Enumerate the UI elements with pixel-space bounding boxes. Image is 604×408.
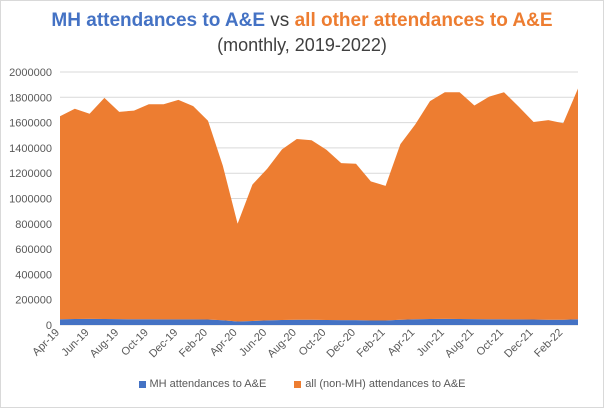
x-tick-label: Oct-19 (119, 327, 151, 359)
y-tick-label: 600000 (15, 244, 52, 256)
chart-title: MH attendances to A&E vs all other atten… (0, 9, 604, 33)
x-tick-label: Jun-20 (237, 327, 269, 359)
y-tick-label: 1400000 (9, 143, 52, 155)
chart-subtitle: (monthly, 2019-2022) (217, 35, 387, 55)
x-tick-label: Apr-20 (208, 327, 240, 359)
y-tick-label: 400000 (15, 269, 52, 281)
y-tick-label: 200000 (15, 295, 52, 307)
x-tick-label: Oct-21 (474, 327, 506, 359)
x-tick-label: Aug-20 (265, 327, 299, 361)
legend-item: all (non-MH) attendances to A&E (294, 378, 466, 390)
mh-attendances-area (60, 318, 578, 325)
x-tick-label: Feb-21 (355, 327, 388, 360)
legend-swatch (138, 380, 146, 388)
title-other-part: all other attendances to A&E (294, 10, 553, 31)
legend-item: MH attendances to A&E (138, 378, 267, 390)
y-tick-label: 1000000 (9, 194, 52, 206)
y-tick-label: 1600000 (9, 118, 52, 130)
title-vs-part: vs (265, 10, 295, 31)
x-tick-label: Dec-21 (502, 327, 536, 361)
x-tick-label: Feb-20 (177, 327, 210, 360)
x-tick-label: Oct-20 (297, 327, 329, 359)
area-series (60, 88, 578, 325)
y-tick-label: 1800000 (9, 92, 52, 104)
x-tick-label: Feb-22 (532, 327, 565, 360)
x-tick-label: Dec-20 (325, 327, 359, 361)
legend-label: MH attendances to A&E (149, 378, 267, 390)
y-tick-label: 800000 (15, 219, 52, 231)
legend: MH attendances to A&E all (non-MH) attend… (0, 378, 604, 391)
x-tick-label: Apr-21 (385, 327, 417, 359)
y-tick-label: 2000000 (9, 67, 52, 79)
x-tick-label: Jun-21 (415, 327, 447, 359)
y-tick-label: 0 (46, 320, 52, 332)
y-tick-label: 1200000 (9, 168, 52, 180)
other-attendances-area (60, 88, 578, 322)
x-tick-label: Aug-21 (443, 327, 477, 361)
legend-swatch (294, 380, 302, 388)
x-axis-ticks: Apr-19Jun-19Aug-19Oct-19Dec-19Feb-20Apr-… (30, 327, 565, 361)
legend-label: all (non-MH) attendances to A&E (305, 378, 466, 390)
x-tick-label: Jun-19 (59, 327, 91, 359)
x-tick-label: Dec-19 (147, 327, 181, 361)
y-axis-ticks: 0 200000 400000 600000 800000 1000000 1200000 1… (9, 67, 52, 332)
title-mh-part: MH attendances to A&E (51, 10, 266, 31)
x-tick-label: Aug-19 (88, 327, 122, 361)
